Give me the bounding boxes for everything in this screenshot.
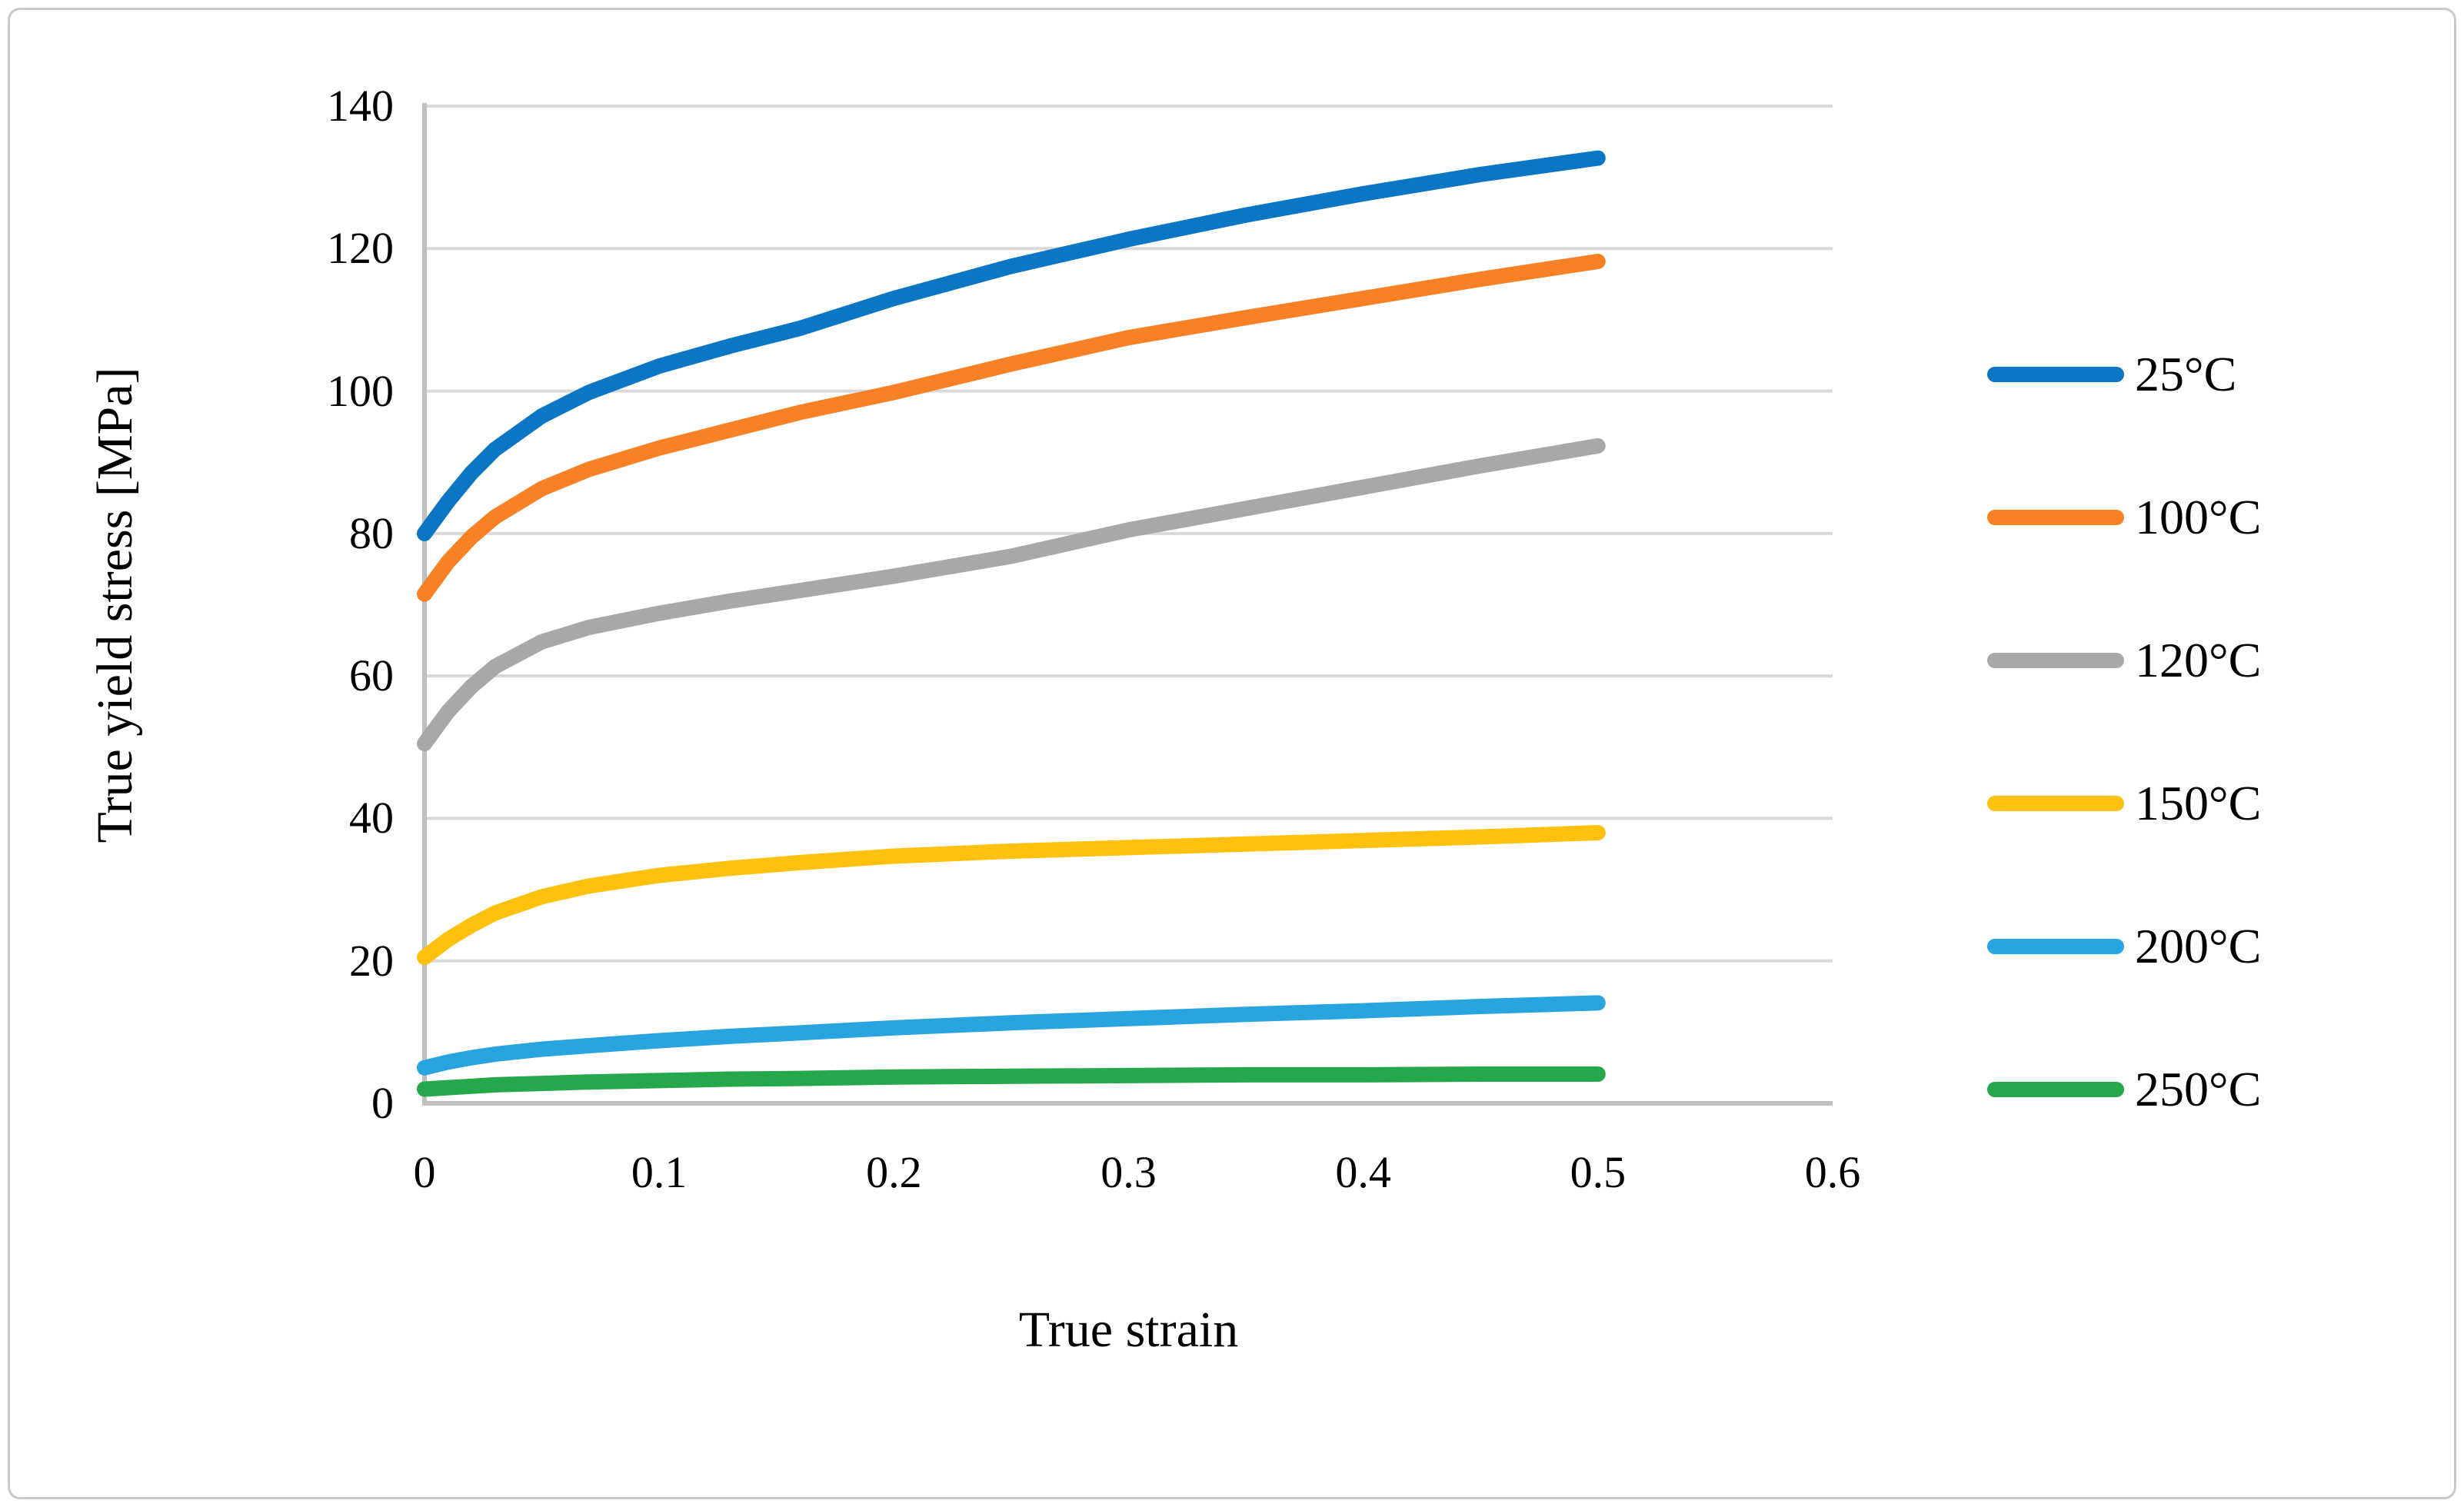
legend-item-25C: 25°C bbox=[1987, 344, 2236, 405]
legend-label-25C: 25°C bbox=[2135, 347, 2237, 401]
series-line-150C bbox=[417, 825, 1606, 966]
series-line-100C bbox=[417, 254, 1606, 602]
legend-item-200C: 200°C bbox=[1987, 916, 2261, 977]
axis-lines bbox=[422, 103, 1833, 1106]
legend-label-250C: 250°C bbox=[2135, 1062, 2262, 1116]
x-tick-label-0.1: 0.1 bbox=[631, 1147, 688, 1197]
series-line-250C bbox=[417, 1066, 1606, 1097]
y-tick-label-60: 60 bbox=[349, 650, 394, 701]
y-axis-title: True yield stress [MPa] bbox=[87, 366, 143, 843]
legend-swatch-25C bbox=[1987, 367, 2124, 382]
legend-label-120C: 120°C bbox=[2135, 633, 2262, 687]
legend-swatch-100C bbox=[1987, 510, 2124, 525]
legend-label-200C: 200°C bbox=[2135, 919, 2262, 973]
series-line-200C bbox=[417, 995, 1606, 1076]
legend-swatch-250C bbox=[1987, 1082, 2124, 1097]
y-tick-label-80: 80 bbox=[349, 507, 394, 558]
legend-item-150C: 150°C bbox=[1987, 773, 2261, 834]
legend-swatch-150C bbox=[1987, 796, 2124, 811]
x-tick-label-0.5: 0.5 bbox=[1570, 1147, 1627, 1197]
series-line-120C bbox=[417, 437, 1606, 752]
y-tick-label-100: 100 bbox=[327, 365, 394, 416]
x-tick-label-0.4: 0.4 bbox=[1335, 1147, 1391, 1197]
legend-label-100C: 100°C bbox=[2135, 490, 2262, 544]
figure-border bbox=[8, 8, 2456, 1499]
gridlines bbox=[425, 105, 1833, 963]
legend-item-120C: 120°C bbox=[1987, 630, 2261, 691]
legend-item-100C: 100°C bbox=[1987, 487, 2261, 548]
x-tick-label-0.3: 0.3 bbox=[1100, 1147, 1157, 1197]
y-tick-label-140: 140 bbox=[327, 81, 394, 131]
x-tick-label-0: 0 bbox=[413, 1147, 436, 1197]
x-tick-label-0.6: 0.6 bbox=[1804, 1147, 1861, 1197]
legend-swatch-200C bbox=[1987, 939, 2124, 954]
x-tick-label-0.2: 0.2 bbox=[866, 1147, 922, 1197]
y-tick-label-40: 40 bbox=[349, 793, 394, 843]
legend-item-250C: 250°C bbox=[1987, 1059, 2261, 1120]
y-tick-label-0: 0 bbox=[371, 1078, 394, 1128]
legend-swatch-120C bbox=[1987, 653, 2124, 668]
x-axis-title: True strain bbox=[1018, 1302, 1239, 1358]
y-tick-label-120: 120 bbox=[327, 223, 394, 274]
legend-label-150C: 150°C bbox=[2135, 776, 2262, 830]
series-line-25C bbox=[417, 150, 1606, 541]
series-lines bbox=[417, 150, 1606, 1097]
y-tick-label-20: 20 bbox=[349, 935, 394, 986]
